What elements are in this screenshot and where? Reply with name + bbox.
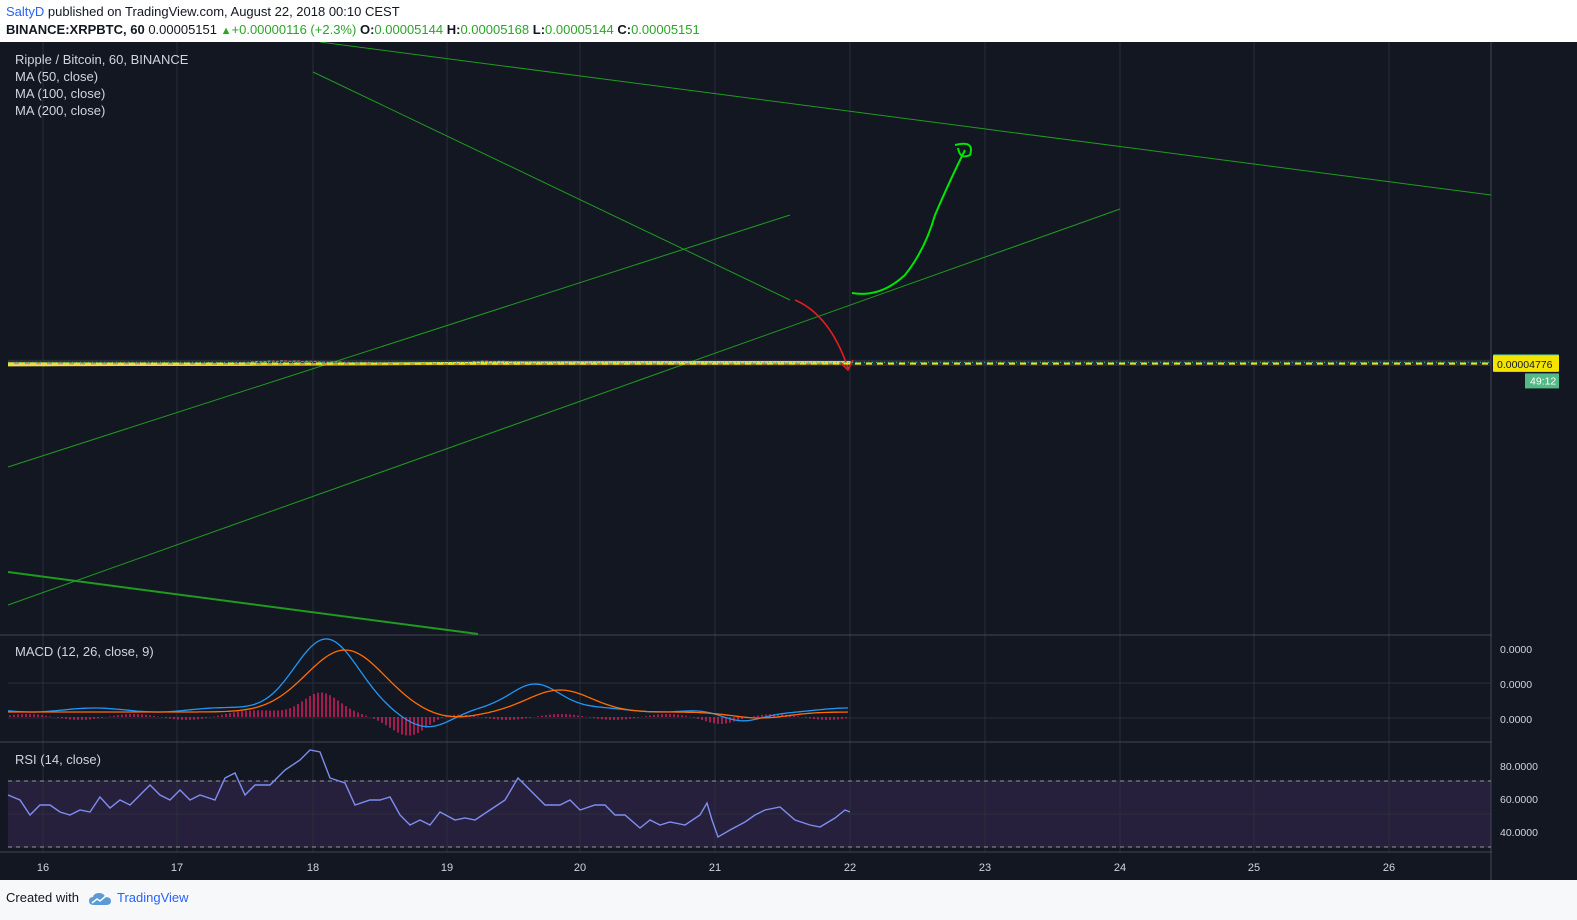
candle-body [296, 360, 300, 362]
ma200-line [7, 362, 851, 365]
trendline-lower [7, 571, 479, 635]
footer: Created with TradingView [0, 880, 1577, 920]
candle-body [326, 361, 330, 363]
high-label: H: [446, 22, 461, 37]
candle-body [259, 361, 263, 363]
trend-drawings [7, 41, 1492, 635]
time-tick-label: 19 [441, 862, 453, 874]
time-tick-label: 21 [709, 862, 721, 874]
price-axis-background [1492, 42, 1577, 880]
time-tick-label: 22 [844, 862, 856, 874]
publish-header: SaltyD published on TradingView.com, Aug… [0, 0, 1577, 42]
pane-separators [0, 42, 1577, 880]
candle-body [280, 360, 284, 362]
candle-body [267, 360, 271, 362]
tradingview-cloud-icon [89, 893, 111, 905]
author-link[interactable]: SaltyD [6, 4, 45, 19]
candle-body [317, 361, 321, 363]
chart-background [0, 42, 1577, 880]
horizontal-levels [8, 361, 1491, 365]
level3-badge: 0.00004776 [1497, 359, 1553, 371]
trendline-descending [312, 71, 791, 301]
publish-line: SaltyD published on TradingView.com, Aug… [6, 4, 400, 19]
candle-body [309, 360, 313, 362]
countdown-badge-bg [1525, 373, 1559, 389]
price-axis[interactable]: 0.000057000.000056000.000055000.00005400… [1492, 42, 1577, 880]
published-text: published on TradingView.com, August 22,… [47, 4, 400, 19]
symbol-label: BINANCE:XRPBTC, 60 [6, 22, 145, 37]
macd-tick-label: 0.0000 [1500, 714, 1532, 726]
candle-body [254, 361, 259, 363]
candle-body [305, 360, 309, 362]
candle-body [300, 361, 305, 363]
time-tick-label: 26 [1383, 862, 1395, 874]
candle-body [338, 361, 342, 363]
open-label: O: [359, 22, 375, 37]
candle-body [480, 360, 484, 362]
candle-body [501, 360, 505, 362]
legend-title: Ripple / Bitcoin, 60, BINANCE [15, 52, 189, 67]
signal-line [8, 649, 849, 719]
chart-area[interactable]: 0.000057000.000056000.000055000.00005400… [0, 41, 1577, 880]
legend-ma200: MA (200, close) [15, 103, 105, 118]
created-with-text: Created with [6, 890, 79, 905]
time-axis[interactable]: 16 17 18 19 20 21 22 23 24 25 26 [37, 862, 1395, 874]
rsi-tick-label: 80.0000 [1500, 761, 1538, 773]
countdown-badge: 49:12 [1530, 375, 1556, 387]
time-tick-label: 18 [307, 862, 319, 874]
candle-body [288, 360, 292, 362]
candle-body [321, 361, 326, 363]
time-tick-label: 17 [171, 862, 183, 874]
candle-body [313, 360, 317, 362]
trendline-channel-top [7, 214, 791, 468]
candle-body [484, 360, 489, 362]
time-tick-label: 25 [1248, 862, 1260, 874]
candle-body [263, 361, 267, 363]
trendline-upper [319, 41, 1492, 196]
candle-body [275, 360, 280, 362]
rsi-tick-label: 60.0000 [1500, 794, 1538, 806]
legend-ma100: MA (100, close) [15, 86, 105, 101]
change-value: +0.00000116 (+2.3%) [231, 22, 357, 37]
moving-averages [7, 142, 972, 372]
legend-macd: MACD (12, 26, close, 9) [15, 644, 154, 659]
red-projection-arrow [794, 299, 854, 372]
trendline-support [7, 208, 1121, 606]
low-label: L: [532, 22, 546, 37]
time-tick-label: 23 [979, 862, 991, 874]
last-price: 0.00005151 [148, 22, 217, 37]
candle-body [284, 360, 288, 362]
macd-pane [7, 638, 849, 736]
high-value: 0.00005168 [460, 22, 530, 37]
candle-body [497, 360, 501, 362]
close-value: 0.00005151 [631, 22, 700, 37]
rsi-pane [7, 749, 851, 839]
open-value: 0.00005144 [374, 22, 444, 37]
up-arrow-icon: ▲ [220, 25, 232, 37]
level3-badge-bg [1493, 355, 1559, 372]
candle-body [271, 360, 275, 362]
time-tick-label: 16 [37, 862, 49, 874]
legend-rsi: RSI (14, close) [15, 752, 101, 767]
macd-tick-label: 0.0000 [1500, 679, 1532, 691]
candle-body [334, 361, 338, 363]
low-value: 0.00005144 [545, 22, 614, 37]
candle-body [330, 361, 334, 363]
rsi-line [7, 749, 851, 839]
green-projection-arrow [851, 142, 972, 295]
chart-svg[interactable]: 0.000057000.000056000.000055000.00005400… [0, 41, 1577, 880]
macd-tick-label: 0.0000 [1500, 644, 1532, 656]
close-label: C: [617, 22, 632, 37]
rsi-tick-label: 40.0000 [1500, 827, 1538, 839]
legend-ma50: MA (50, close) [15, 69, 98, 84]
symbol-line: BINANCE:XRPBTC, 60 0.00005151 ▲+0.000001… [6, 22, 700, 37]
time-tick-label: 20 [574, 862, 586, 874]
candle-body [292, 360, 296, 362]
tradingview-link[interactable]: TradingView [117, 890, 189, 905]
time-tick-label: 24 [1114, 862, 1126, 874]
